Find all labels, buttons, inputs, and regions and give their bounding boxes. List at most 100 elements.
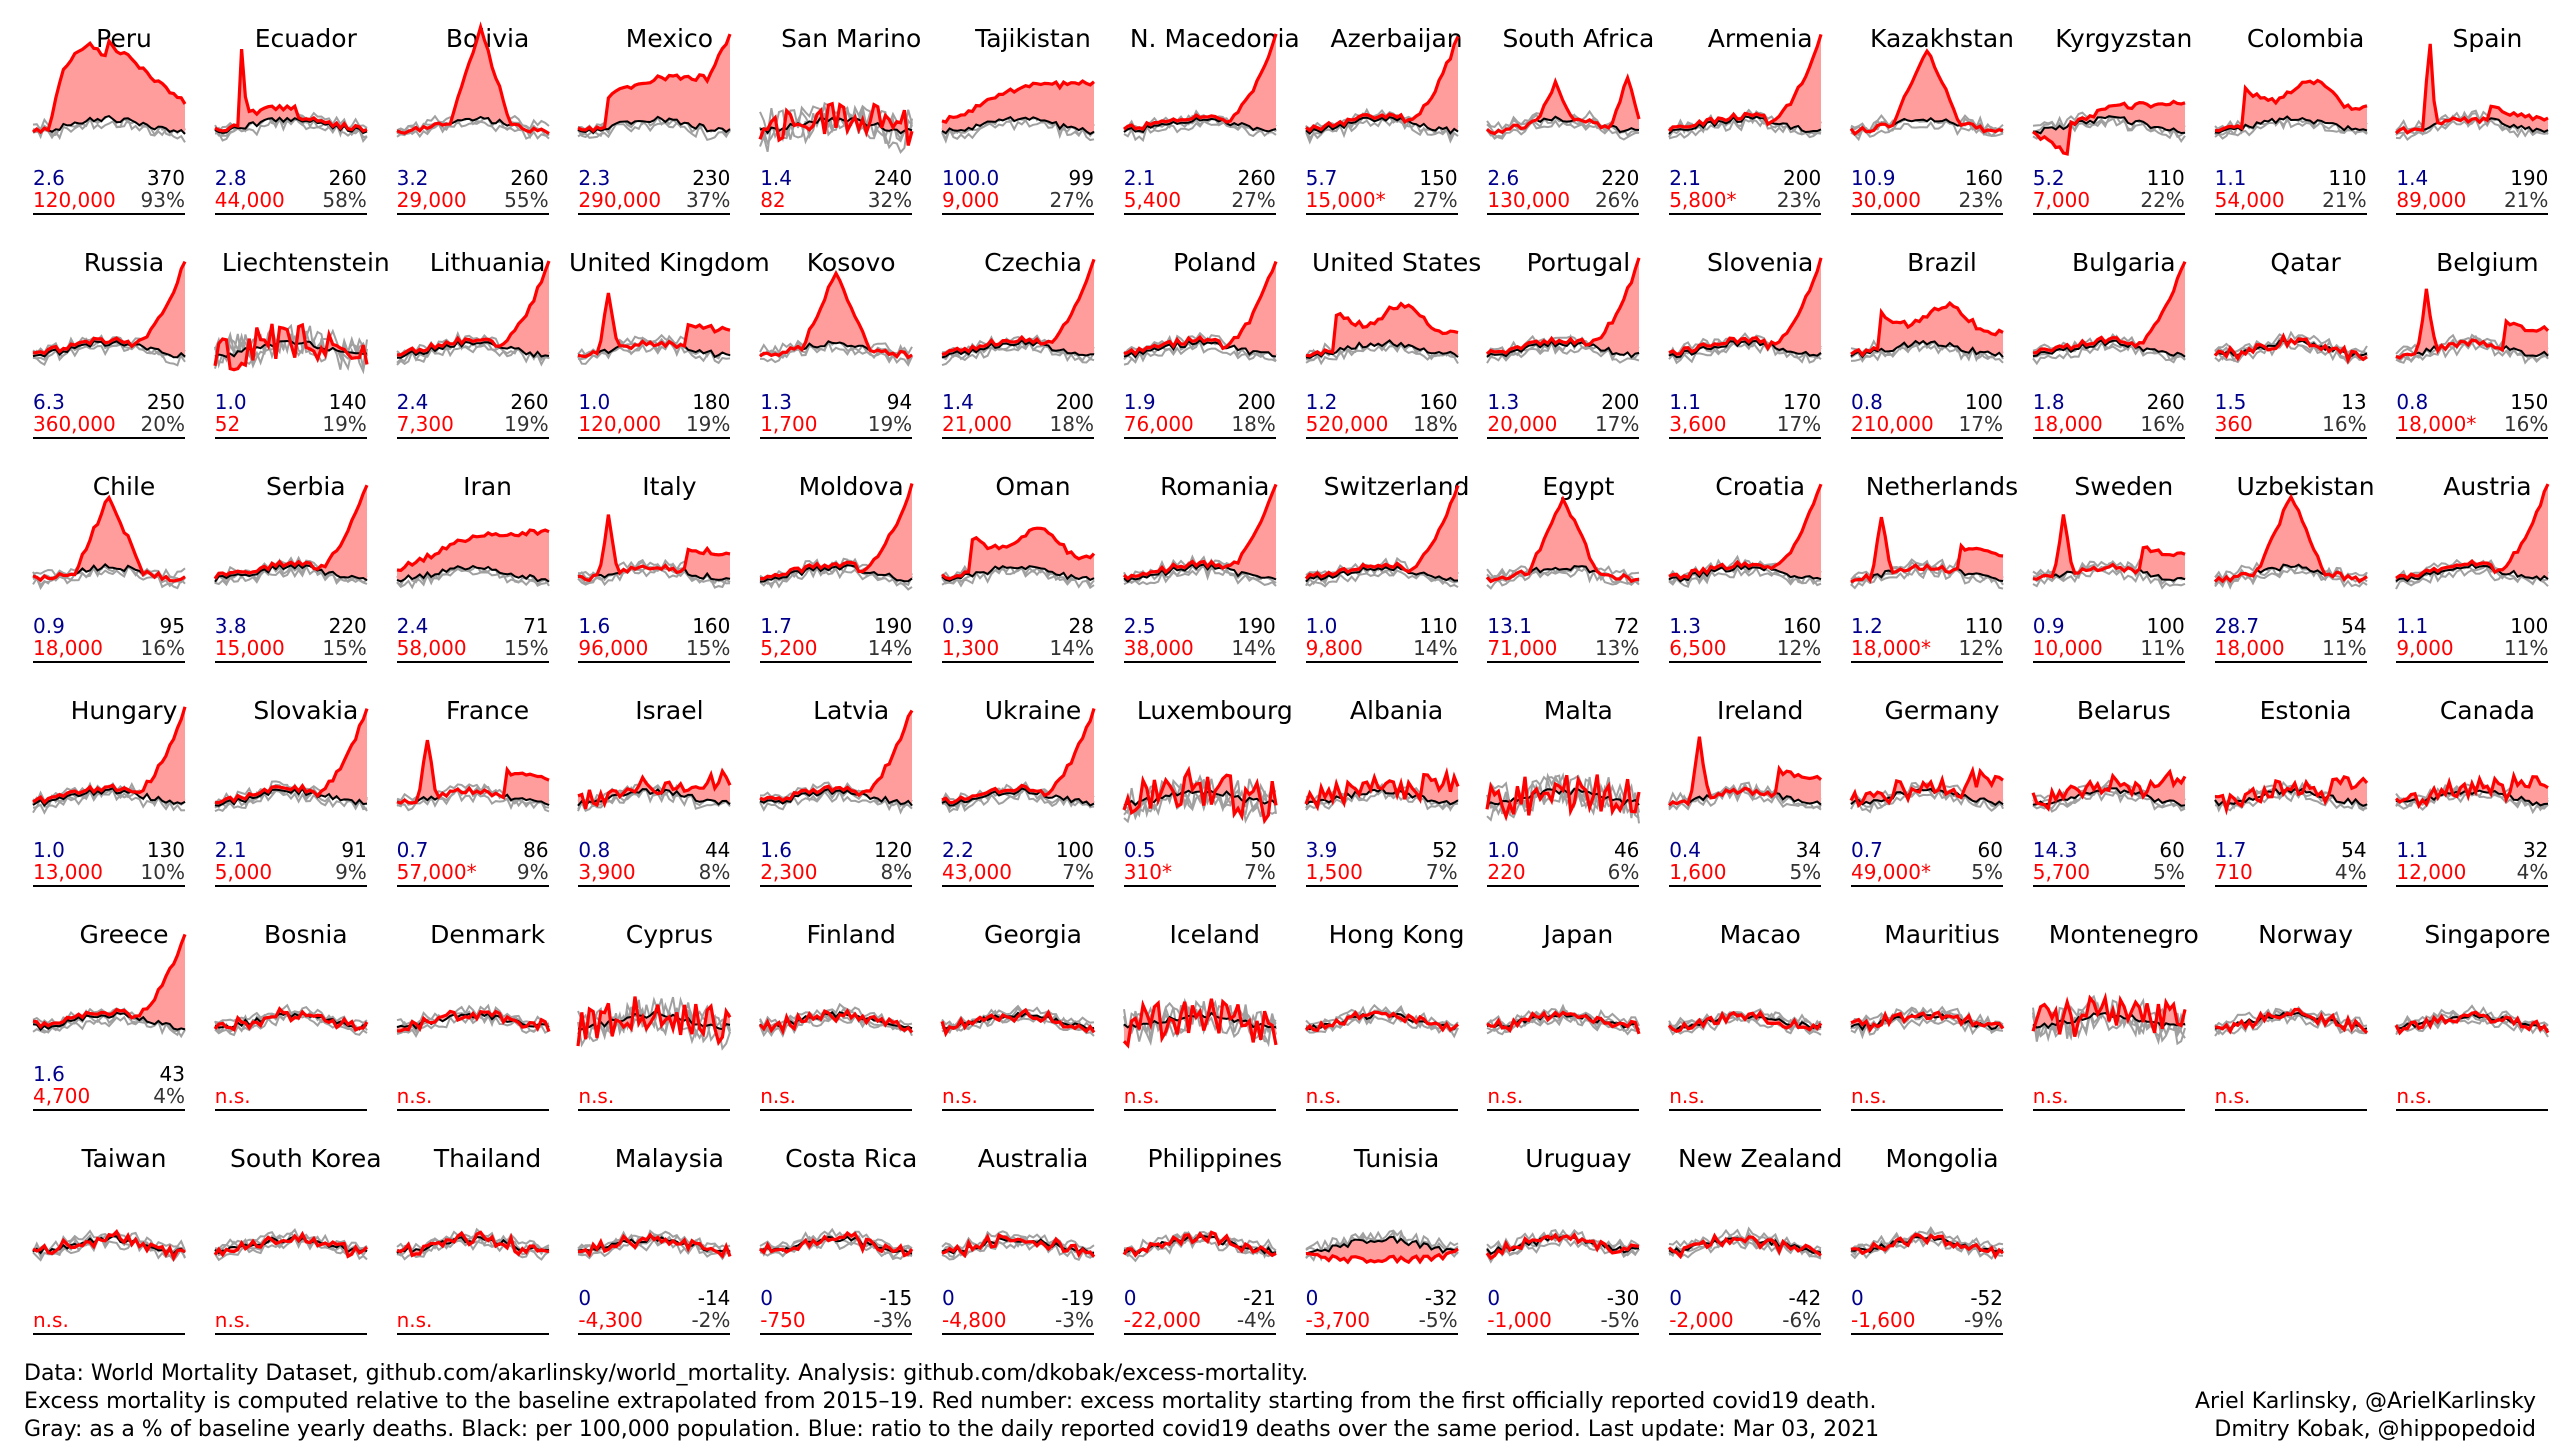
excess-area bbox=[1305, 1236, 1458, 1263]
ratio-value: 1.4 bbox=[942, 390, 974, 414]
past-year-line bbox=[395, 564, 550, 588]
panel-title: Taiwan bbox=[81, 1144, 167, 1173]
panel-title: Japan bbox=[1543, 920, 1614, 949]
ratio-value: 0.7 bbox=[396, 838, 429, 862]
excess-deaths-value: 130,000 bbox=[1487, 188, 1571, 212]
past-year-line bbox=[2213, 566, 2368, 590]
ratio-value: 1.6 bbox=[578, 614, 611, 638]
past-year-line bbox=[759, 565, 913, 591]
excess-area bbox=[1851, 51, 2003, 134]
excess-line bbox=[213, 322, 369, 372]
past-year-line bbox=[2214, 788, 2367, 812]
panel-rule bbox=[760, 213, 913, 215]
percent-value: 19% bbox=[685, 412, 731, 436]
ratio-value: 2.1 bbox=[1669, 166, 1701, 190]
panel-plot bbox=[941, 79, 1096, 144]
percent-value: -4% bbox=[1236, 1308, 1276, 1332]
excess-line bbox=[1304, 766, 1460, 812]
panel-plot bbox=[941, 526, 1096, 590]
past-year-line bbox=[1304, 118, 1459, 145]
panel-rule bbox=[214, 661, 367, 663]
ratio-value: 1.7 bbox=[760, 614, 792, 638]
per-100k-value: 46 bbox=[1613, 838, 1640, 862]
country-panel: Sweden 0.9 100 10,000 11% bbox=[2032, 462, 2215, 686]
panel-plot bbox=[1123, 260, 1278, 366]
panel-plot bbox=[1668, 736, 1823, 811]
percent-value: 19% bbox=[504, 412, 549, 436]
excess-deaths-value: 18,000 bbox=[33, 636, 103, 660]
panel-title: Singapore bbox=[2424, 920, 2551, 949]
panel-title: Kyrgyzstan bbox=[2055, 24, 2193, 53]
country-panel: Romania 2.5 190 38,000 14% bbox=[1122, 462, 1306, 686]
baseline-line bbox=[32, 114, 186, 135]
past-year-line bbox=[1123, 778, 1276, 818]
per-100k-value: 34 bbox=[1795, 838, 1822, 862]
panel-title: Finland bbox=[806, 920, 896, 949]
baseline-line bbox=[213, 563, 368, 583]
excess-deaths-value: 5,700 bbox=[2032, 860, 2091, 884]
baseline-line bbox=[396, 339, 549, 359]
excess-area bbox=[942, 708, 1094, 806]
excess-deaths-value: 76,000 bbox=[1123, 412, 1194, 436]
panel-rule bbox=[1305, 213, 1458, 215]
country-panel: Uruguay 0 -30 -1,000 -5% bbox=[1486, 1134, 1669, 1358]
panel-title: Mexico bbox=[625, 24, 714, 53]
country-panel: Ireland 0.4 34 1,600 5% bbox=[1668, 686, 1851, 910]
percent-value: 9% bbox=[335, 860, 367, 884]
excess-line bbox=[1485, 774, 1641, 822]
panel-rule bbox=[214, 213, 367, 215]
country-panel: Bolivia 3.2 260 29,000 55% bbox=[395, 14, 579, 238]
panel-rule bbox=[2214, 1109, 2367, 1111]
country-panel: Mongolia 0 -52 -1,600 -9% bbox=[1850, 1134, 2033, 1358]
country-panel: Tajikistan 100.0 99 9,000 27% bbox=[941, 14, 1124, 238]
panel-rule bbox=[1123, 661, 1276, 663]
per-100k-value: 160 bbox=[1964, 166, 2003, 190]
excess-area bbox=[33, 934, 185, 1030]
baseline-line bbox=[1304, 115, 1459, 135]
country-panel: Kyrgyzstan 5.2 110 7,000 22% bbox=[2031, 14, 2215, 238]
panel-plot bbox=[1850, 516, 2004, 590]
ratio-value: 1.4 bbox=[760, 166, 792, 190]
panel-rule bbox=[214, 437, 367, 439]
excess-line bbox=[577, 767, 732, 810]
panel-plot bbox=[1304, 484, 1460, 588]
past-year-line bbox=[2031, 341, 2186, 366]
excess-area bbox=[396, 530, 549, 582]
percent-value: 6% bbox=[1607, 860, 1640, 884]
country-panel: Denmark n.s. bbox=[396, 910, 579, 1134]
excess-area bbox=[578, 771, 731, 809]
country-panel: Japan n.s. bbox=[1486, 910, 1669, 1134]
excess-deaths-value: -2,000 bbox=[1669, 1308, 1734, 1332]
country-panel: Egypt 13.1 72 71,000 13% bbox=[1486, 462, 1669, 686]
panel-plot bbox=[1122, 1230, 1277, 1263]
excess-deaths-value: n.s. bbox=[2396, 1084, 2433, 1108]
percent-value: 17% bbox=[1594, 412, 1640, 436]
past-year-line bbox=[1668, 340, 1822, 365]
excess-line bbox=[1668, 736, 1823, 807]
panel-rule bbox=[2032, 885, 2185, 887]
country-panel: Spain 1.4 190 89,000 21% bbox=[2395, 14, 2560, 238]
past-year-line bbox=[396, 1236, 550, 1261]
percent-value: 7% bbox=[1244, 860, 1276, 884]
panel-plot bbox=[577, 514, 731, 589]
panel-title: Denmark bbox=[430, 920, 546, 949]
percent-value: 15% bbox=[504, 636, 549, 660]
excess-area bbox=[1669, 257, 1822, 358]
ratio-value: 6.3 bbox=[33, 390, 65, 414]
per-100k-value: 150 bbox=[2510, 390, 2549, 414]
excess-deaths-value: 15,000 bbox=[214, 636, 285, 660]
excess-deaths-value: 3,900 bbox=[578, 860, 636, 884]
excess-line bbox=[1305, 1247, 1459, 1265]
panel-rule bbox=[33, 885, 185, 887]
panel-title: Lithuania bbox=[429, 248, 546, 277]
excess-deaths-value: 18,000* bbox=[2396, 412, 2477, 436]
panel-title: Ireland bbox=[1716, 696, 1804, 725]
panel-title: Estonia bbox=[2259, 696, 2352, 725]
excess-deaths-value: 310* bbox=[1123, 860, 1172, 884]
percent-value: -2% bbox=[691, 1308, 731, 1332]
panel-rule bbox=[214, 885, 367, 887]
excess-deaths-value: 21,000 bbox=[942, 412, 1012, 436]
excess-deaths-value: 5,400 bbox=[1123, 188, 1182, 212]
country-panel: Italy 1.6 160 96,000 15% bbox=[577, 462, 760, 686]
excess-deaths-value: 290,000 bbox=[578, 188, 662, 212]
